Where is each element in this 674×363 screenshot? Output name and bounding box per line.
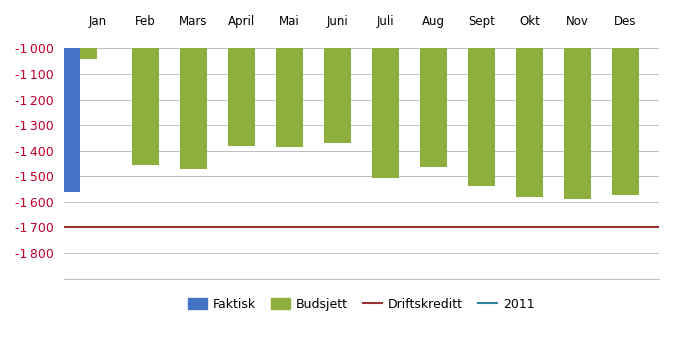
Bar — [276, 48, 303, 147]
Bar — [516, 48, 543, 197]
Bar — [468, 48, 495, 187]
Bar — [63, 48, 80, 192]
Bar — [420, 48, 447, 167]
Bar — [564, 48, 591, 199]
Legend: Faktisk, Budsjett, Driftskreditt, 2011: Faktisk, Budsjett, Driftskreditt, 2011 — [183, 293, 540, 316]
Bar — [132, 48, 158, 165]
Bar — [180, 48, 207, 168]
Bar — [324, 48, 350, 143]
Bar — [372, 48, 399, 178]
Bar — [80, 48, 97, 59]
Bar — [228, 48, 255, 146]
Bar — [612, 48, 639, 195]
